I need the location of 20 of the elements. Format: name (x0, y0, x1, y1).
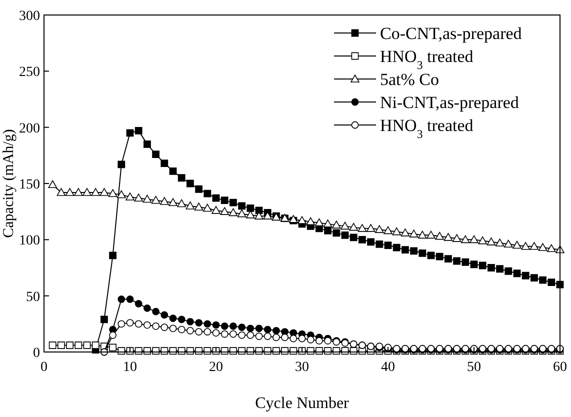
y-tick-label: 0 (33, 346, 40, 361)
x-tick-label: 50 (467, 360, 481, 375)
legend-label: HNO$_{3}$ treated (380, 116, 474, 141)
y-axis-title: Capacity (mAh/g) (1, 129, 17, 238)
y-tick-label: 150 (19, 178, 40, 192)
y-tick-label: 50 (26, 290, 40, 305)
legend-label: 5at% Co (380, 70, 440, 89)
x-tick-label: 40 (381, 360, 395, 375)
x-tick-label: 20 (209, 360, 223, 375)
x-axis-title: Cycle Number (255, 395, 350, 412)
legend-label: Co-CNT,as-prepared (380, 24, 522, 43)
legend-label: HNO$_{3}$ treated (380, 47, 474, 72)
y-tick-label: 250 (19, 65, 40, 80)
y-tick-label: 100 (19, 234, 40, 249)
y-tick-label: 200 (19, 121, 40, 136)
legend-label: Ni-CNT,as-prepared (380, 93, 520, 112)
x-tick-label: 60 (553, 360, 567, 375)
x-tick-label: 30 (295, 360, 309, 375)
y-tick-label: 300 (19, 9, 40, 24)
x-tick-label: 10 (123, 360, 137, 375)
